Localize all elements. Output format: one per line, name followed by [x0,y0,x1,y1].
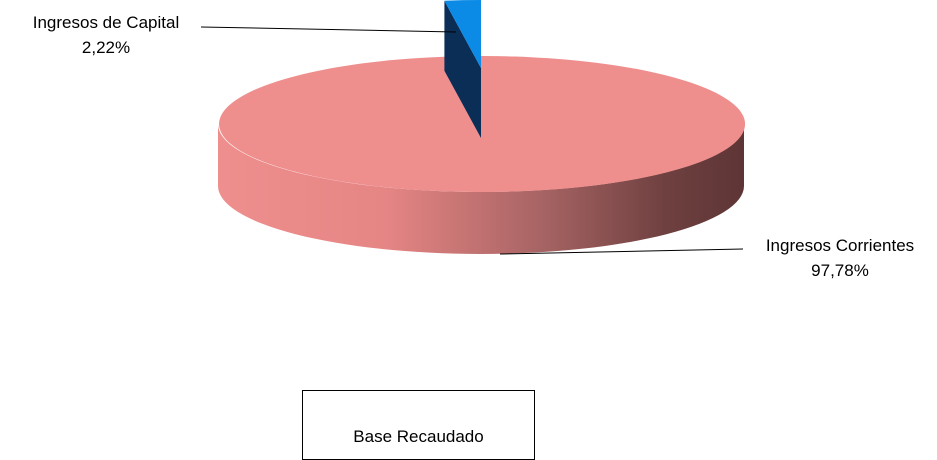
label-ingresos-corrientes-value: 97,78% [811,261,869,280]
label-ingresos-de-capital-name: Ingresos de Capital [33,13,179,32]
slice-ingresos-corrientes [218,55,746,254]
slice-ingresos-de-capital-top [444,0,481,68]
slice-ingresos-corrientes-top [219,55,746,192]
slice-ingresos-corrientes-side [218,124,744,254]
leader-line-ingresos-corrientes [499,248,744,255]
legend-box: Base Recaudado [302,390,535,460]
legend-label: Base Recaudado [353,427,484,446]
label-ingresos-corrientes-name: Ingresos Corrientes [766,236,914,255]
label-ingresos-de-capital-value: 2,22% [82,38,130,57]
slice-ingresos-de-capital-side [444,0,481,139]
slice-ingresos-de-capital [444,0,481,139]
leader-line-ingresos-de-capital [200,26,457,33]
